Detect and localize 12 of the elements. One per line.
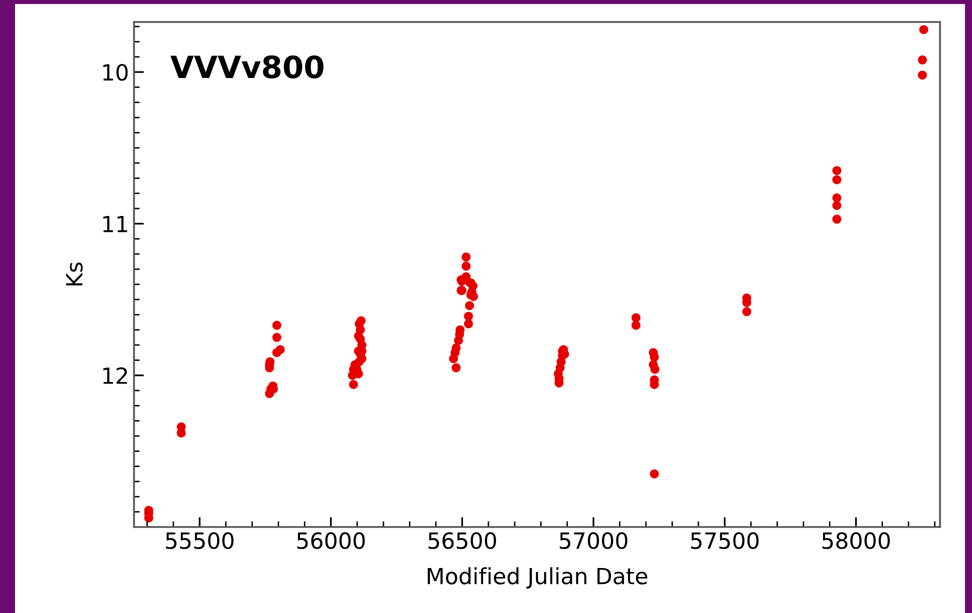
y-tick-label: 12 xyxy=(103,367,127,384)
x-tick-label: 55500 xyxy=(166,532,234,550)
x-tick-label: 57500 xyxy=(691,532,759,550)
y-axis-title: Ks xyxy=(66,262,83,286)
annotation: VVVv800 xyxy=(170,55,324,78)
x-tick-label: 58000 xyxy=(822,532,890,550)
x-tick-label: 57000 xyxy=(560,532,628,550)
x-tick-label: 56500 xyxy=(428,532,496,550)
x-tick-label: 56000 xyxy=(297,532,365,550)
y-tick-label: 10 xyxy=(103,64,128,81)
x-axis-title: Modified Julian Date xyxy=(428,567,648,589)
y-tick-label: 11 xyxy=(103,216,128,232)
